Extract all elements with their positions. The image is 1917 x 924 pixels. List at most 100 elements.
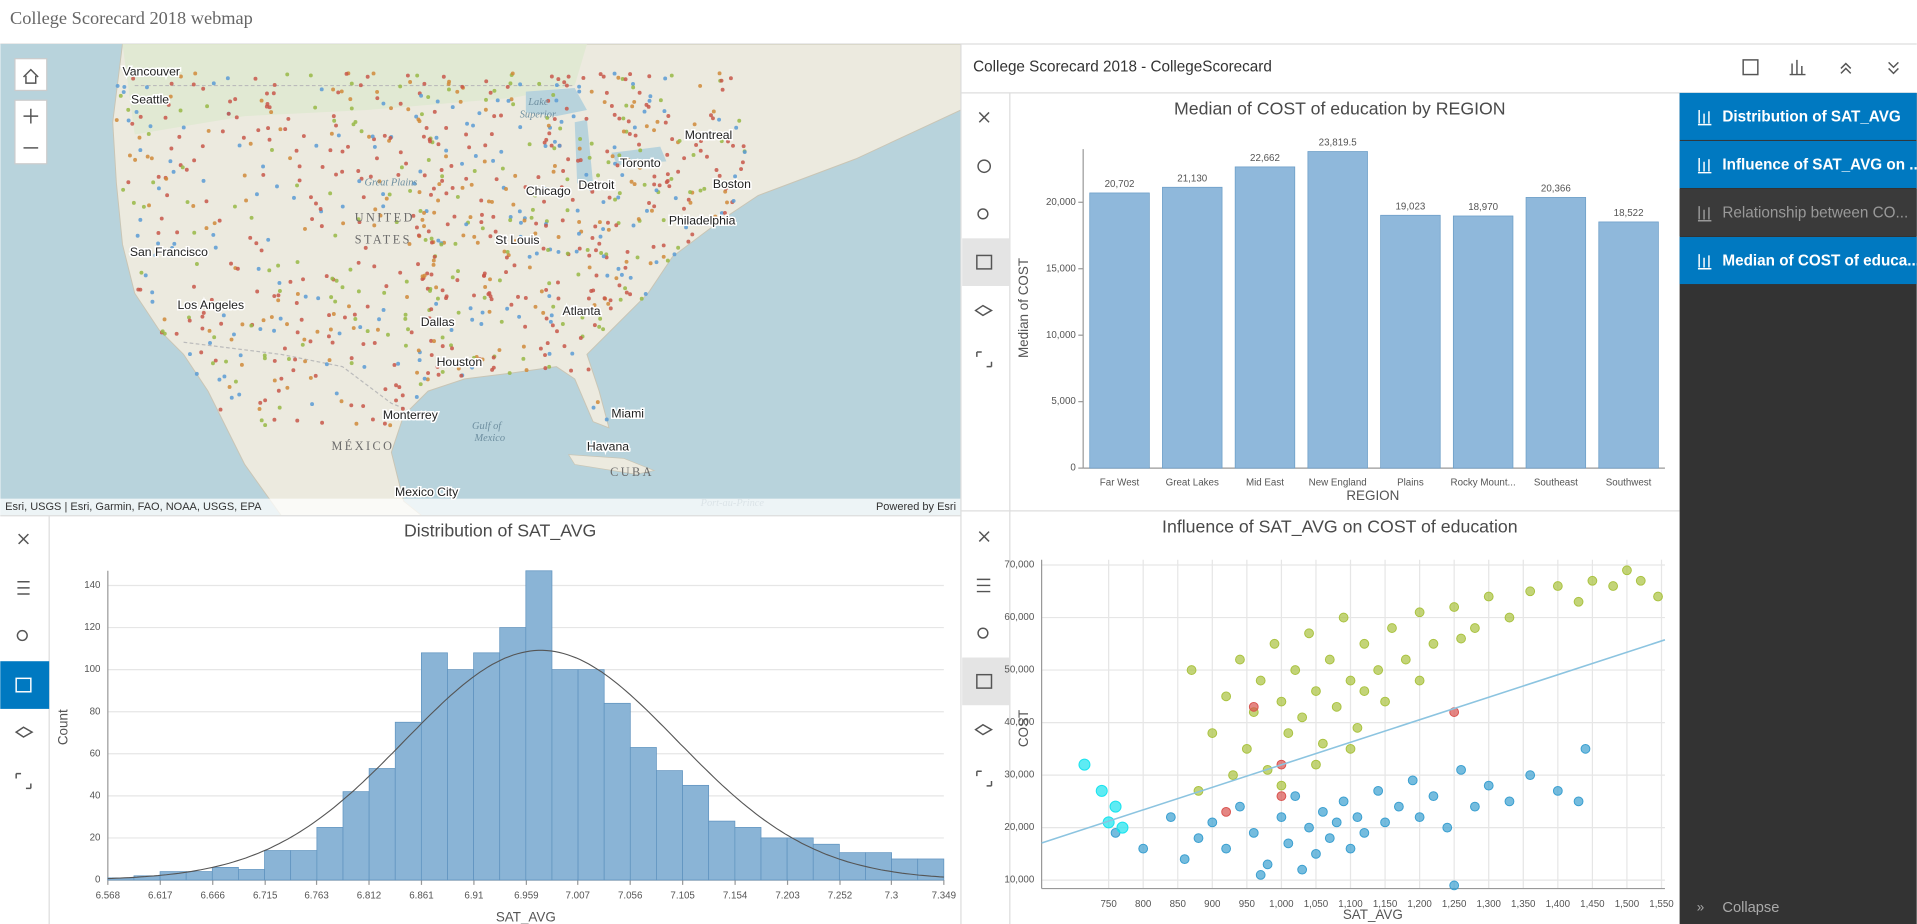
college-point [199,350,204,355]
college-point [534,251,539,256]
bar[interactable] [1089,192,1150,469]
college-point [566,157,571,162]
selection-button[interactable] [15,677,32,693]
college-point [450,275,455,280]
college-point [405,73,410,78]
college-point [615,163,620,168]
college-point [647,74,652,79]
zoom-in[interactable] [23,108,39,124]
college-point [417,190,422,195]
layers-button[interactable] [14,726,34,738]
college-point [218,407,223,412]
college-point [418,209,423,213]
legend-button[interactable] [976,578,991,593]
college-point [143,273,148,278]
x-tick-label: Plains [1397,477,1424,488]
expand-button[interactable] [15,772,32,790]
layers-button[interactable] [974,723,993,736]
histogram-bar [211,867,239,881]
bar[interactable] [1234,166,1296,469]
college-point [480,212,484,217]
college-point [275,184,279,189]
college-point [483,107,488,112]
sidebar-item[interactable] [1679,92,1917,140]
college-point [411,213,416,218]
app-title: College Scorecard 2018 webmap [10,8,253,28]
chart-title: Distribution of SAT_AVG [404,520,596,541]
college-point [711,109,716,114]
y-tick-label: 120 [84,622,101,633]
home-button[interactable] [14,58,48,92]
scatter-point [1552,581,1563,591]
x-axis-label: REGION [1346,488,1399,503]
college-point [589,89,594,94]
expand-button[interactable] [976,351,993,368]
collapse-button[interactable]: Collapse [1722,900,1779,916]
college-points [114,71,747,428]
college-point [551,93,556,97]
college-point [453,241,458,246]
sidebar-item[interactable] [1679,140,1917,188]
college-point [239,362,244,367]
search-button[interactable] [977,208,989,220]
college-point [363,245,368,250]
sidebar-item[interactable] [1679,188,1917,237]
bar[interactable] [1307,151,1368,469]
bar[interactable] [1162,186,1223,469]
search-button[interactable] [977,627,989,639]
layers-button[interactable] [974,304,993,317]
bar[interactable] [1380,214,1441,469]
college-point [319,224,324,229]
college-point [162,317,167,322]
action-icon[interactable] [1888,61,1899,75]
bar[interactable] [1525,197,1587,469]
college-point [436,198,441,203]
tool-active[interactable] [0,661,50,709]
college-point [586,367,591,372]
college-point [254,192,259,197]
college-point [166,102,171,107]
action-icon[interactable] [1840,62,1852,74]
college-point [513,173,518,178]
tool-active[interactable] [962,657,1010,706]
action-icon[interactable] [1742,59,1759,76]
x-tick-label: 1,300 [1476,899,1501,910]
scatter-point [1338,612,1349,623]
college-point [719,78,724,83]
college-point [276,263,281,268]
y-axis-label: COST [1016,710,1031,747]
college-point [483,143,488,148]
college-point [489,132,494,137]
panel-actions [1742,59,1899,76]
college-point [405,295,409,299]
college-point [156,241,161,246]
selection-button[interactable] [976,254,993,270]
close-button[interactable] [18,533,29,545]
college-point [212,335,217,340]
close-button[interactable] [978,531,990,542]
refresh-button[interactable] [977,159,992,174]
selection-button[interactable] [976,673,993,689]
college-point [542,199,546,204]
tool-active[interactable] [962,238,1010,286]
college-point [450,346,454,351]
close-button[interactable] [978,111,990,123]
college-point [187,315,191,320]
college-point [272,378,277,383]
histogram-bar [708,820,736,881]
x-tick-label: 900 [1204,899,1221,910]
scatter-point [1525,586,1536,597]
action-icon[interactable] [1789,59,1806,76]
bar[interactable] [1598,221,1659,469]
college-point [484,97,488,102]
map-label: Mexico [474,433,506,444]
college-point [654,188,659,193]
legend-button[interactable] [17,581,30,595]
sidebar-item[interactable] [1679,236,1917,285]
lake [611,146,667,165]
search-button[interactable] [16,629,28,642]
college-point [654,260,659,265]
bar[interactable] [1452,215,1514,469]
map[interactable]: Vancouver Seattle San Francisco Los Angeles… [0,44,961,516]
expand-button[interactable] [976,770,993,787]
